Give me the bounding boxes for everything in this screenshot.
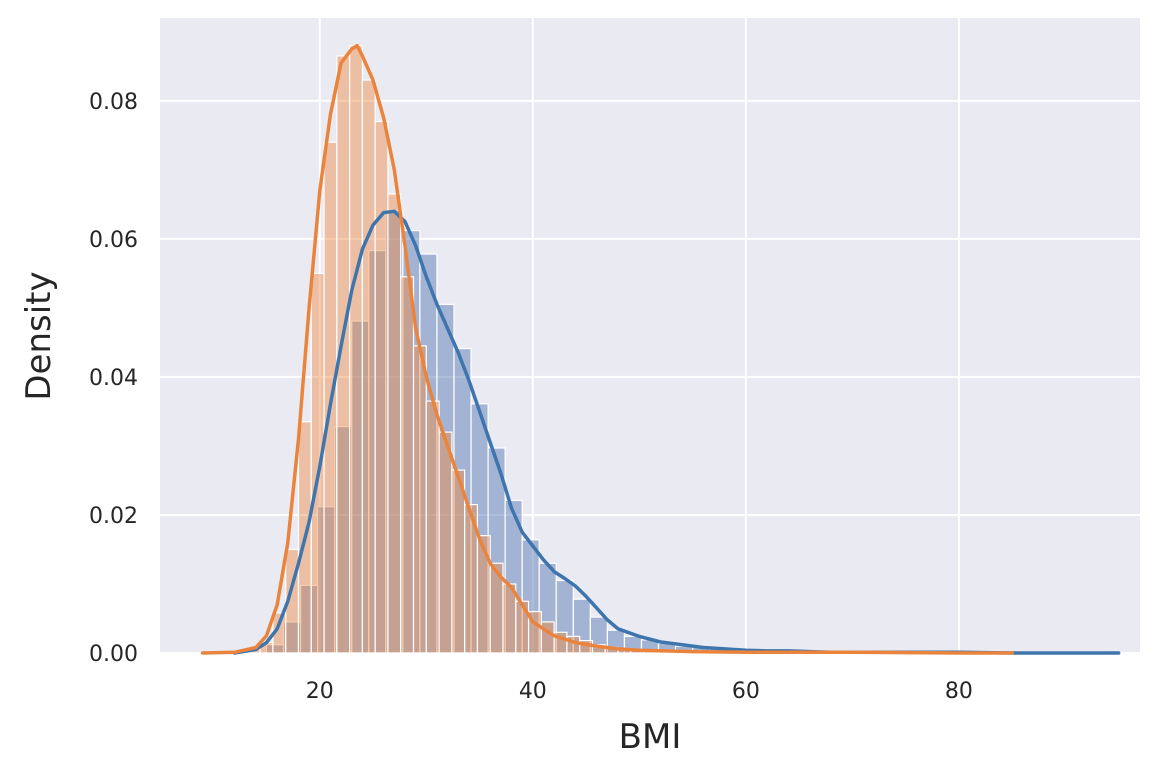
y-tick-label: 0.08 — [89, 90, 138, 115]
y-axis-ticks: 0.00 0.02 0.04 0.06 0.08 — [89, 90, 138, 667]
histogram-bar — [400, 276, 415, 654]
histogram-bar — [425, 400, 440, 654]
histogram-series-2 — [233, 45, 747, 654]
histogram-bar — [361, 79, 376, 654]
x-tick-label: 40 — [519, 679, 547, 704]
x-axis-ticks: 20 40 60 80 — [306, 679, 973, 704]
histogram-bar — [412, 345, 427, 654]
y-tick-label: 0.06 — [89, 228, 138, 253]
histogram-bar — [476, 535, 491, 654]
histogram-bars — [233, 45, 1120, 654]
x-axis-label: BMI — [619, 717, 682, 757]
x-tick-label: 60 — [732, 679, 760, 704]
x-tick-label: 20 — [306, 679, 334, 704]
histogram-bar — [438, 431, 453, 654]
histogram-bar — [374, 120, 389, 654]
y-tick-label: 0.00 — [89, 642, 138, 667]
y-tick-label: 0.04 — [89, 366, 138, 391]
histogram-bar — [349, 45, 363, 654]
kde-curves — [200, 43, 1121, 655]
histogram-bar — [387, 193, 402, 654]
plot-area — [160, 18, 1140, 653]
grid-lines — [160, 18, 1140, 654]
histogram-bar — [451, 469, 466, 654]
histogram-series-1 — [265, 209, 1120, 654]
kde-line-2 — [200, 43, 1014, 655]
y-tick-label: 0.02 — [89, 504, 138, 529]
y-axis-label: Density — [19, 271, 59, 400]
x-tick-label: 80 — [945, 679, 973, 704]
